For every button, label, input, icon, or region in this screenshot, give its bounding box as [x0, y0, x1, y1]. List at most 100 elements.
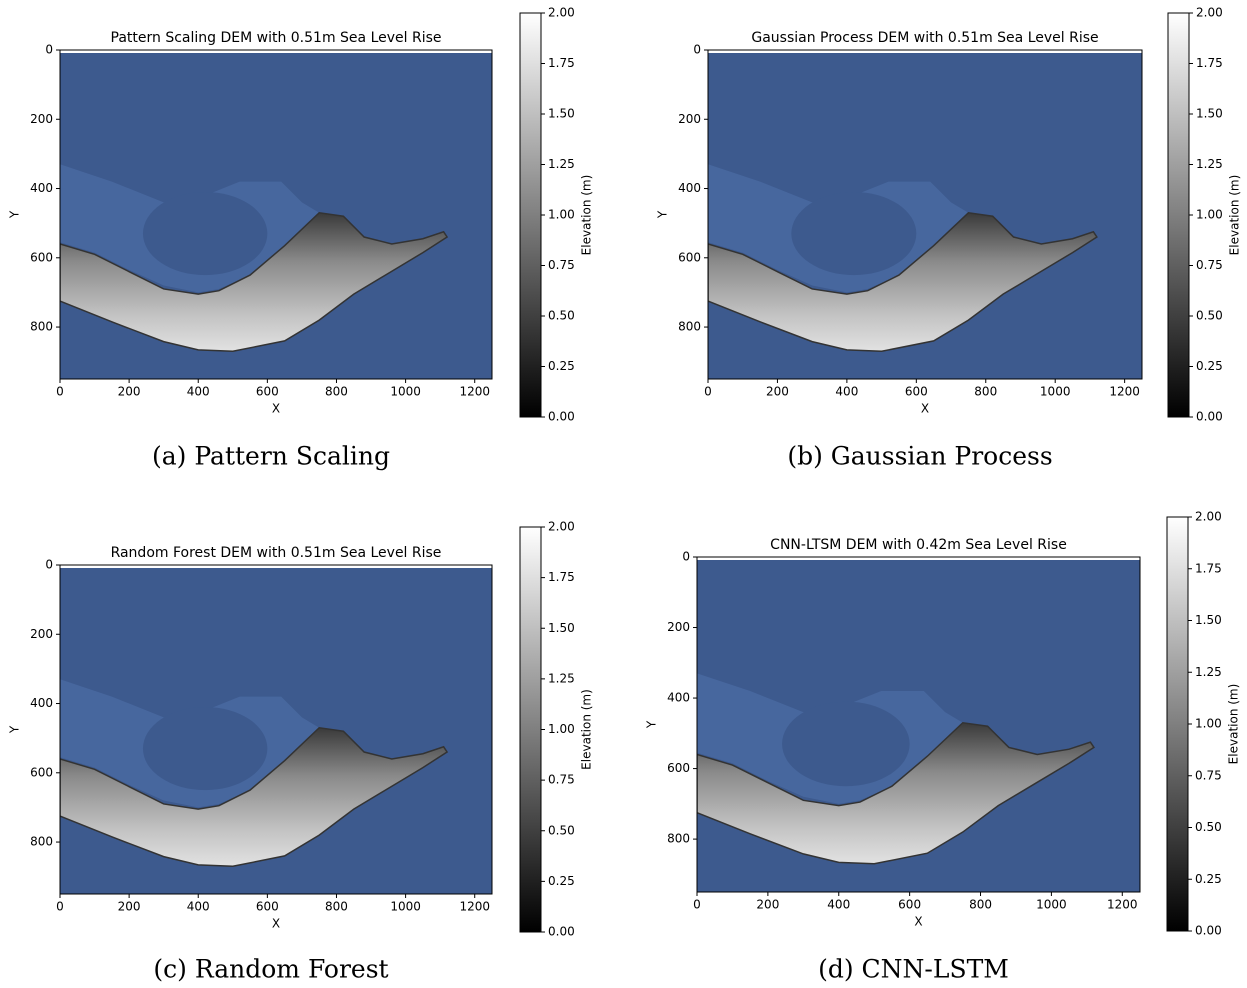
- colorbar-tick-label: 0.50: [1196, 309, 1223, 323]
- x-tick-label: 1200: [1107, 898, 1138, 912]
- y-tick-label: 400: [30, 181, 53, 195]
- colorbar-tick-label: 1.25: [1195, 665, 1222, 679]
- y-tick-label: 600: [667, 761, 690, 775]
- x-tick-label: 1200: [1109, 385, 1140, 399]
- dem-image: [60, 565, 492, 894]
- lagoon: [782, 702, 910, 787]
- x-tick-label: 800: [969, 898, 992, 912]
- colorbar-tick-label: 1.75: [548, 56, 575, 70]
- x-tick-label: 200: [118, 385, 141, 399]
- figure: 0200400600800100012000200400600800Patter…: [0, 0, 1247, 988]
- colorbar-tick-label: 0.00: [548, 925, 575, 939]
- x-axis-label: X: [272, 917, 280, 931]
- chart-title: Random Forest DEM with 0.51m Sea Level R…: [111, 545, 442, 561]
- x-tick-label: 600: [898, 898, 921, 912]
- colorbar-tick-label: 1.75: [1196, 56, 1223, 70]
- y-tick-label: 400: [667, 691, 690, 705]
- colorbar-tick-label: 1.25: [548, 671, 575, 685]
- colorbar-tick-label: 0.75: [548, 258, 575, 272]
- x-tick-label: 0: [56, 385, 64, 399]
- colorbar-label: Elevation (m): [1227, 684, 1241, 765]
- y-tick-label: 400: [678, 181, 701, 195]
- colorbar: [1167, 517, 1188, 931]
- y-axis-label: Y: [8, 210, 22, 219]
- page: {"chart_data": [ {"type": "image", "titl…: [0, 0, 1247, 988]
- colorbar-tick-label: 0.25: [1195, 872, 1222, 886]
- y-tick-label: 600: [678, 250, 701, 264]
- colorbar-label: Elevation (m): [580, 689, 594, 770]
- colorbar-tick-label: 0.25: [1196, 359, 1223, 373]
- colorbar: [520, 527, 541, 932]
- x-tick-label: 1000: [1036, 898, 1067, 912]
- x-tick-label: 0: [56, 900, 64, 914]
- colorbar-label: Elevation (m): [580, 175, 594, 256]
- x-axis-label: X: [914, 915, 922, 929]
- x-tick-label: 600: [256, 900, 279, 914]
- lagoon: [791, 192, 916, 275]
- colorbar-tick-label: 1.00: [548, 208, 575, 222]
- y-tick-label: 0: [45, 43, 53, 57]
- x-axis-label: X: [272, 402, 280, 416]
- x-tick-label: 0: [704, 385, 712, 399]
- x-tick-label: 1200: [459, 385, 490, 399]
- x-tick-label: 200: [118, 900, 141, 914]
- colorbar-tick-label: 1.00: [1196, 208, 1223, 222]
- colorbar-tick-label: 1.00: [1195, 717, 1222, 731]
- y-tick-label: 800: [667, 832, 690, 846]
- colorbar-tick-label: 1.25: [1196, 157, 1223, 171]
- x-axis-label: X: [921, 402, 929, 416]
- x-tick-label: 1000: [390, 900, 421, 914]
- x-tick-label: 200: [756, 898, 779, 912]
- subplot: 0 200 400 600 800 1000 1200 0 200 400 600 800 Gaussi…: [656, 6, 1242, 471]
- colorbar: [520, 13, 541, 417]
- colorbar-tick-label: 1.25: [548, 157, 575, 171]
- y-tick-label: 200: [678, 112, 701, 126]
- x-tick-label: 200: [766, 385, 789, 399]
- y-tick-label: 400: [30, 696, 53, 710]
- dem-image: [60, 50, 492, 379]
- colorbar-tick-label: 1.50: [548, 107, 575, 121]
- x-tick-label: 1000: [1040, 385, 1071, 399]
- lagoon: [143, 192, 267, 275]
- colorbar-tick-label: 0.75: [1196, 258, 1223, 272]
- colorbar-tick-label: 0.50: [548, 309, 575, 323]
- y-tick-label: 200: [667, 620, 690, 634]
- x-tick-label: 600: [905, 385, 928, 399]
- caption: (b) Gaussian Process: [787, 442, 1052, 471]
- colorbar-tick-label: 1.50: [1196, 107, 1223, 121]
- colorbar-tick-label: 1.75: [548, 570, 575, 584]
- colorbar-tick-label: 2.00: [548, 520, 575, 534]
- colorbar-tick-label: 1.50: [1195, 613, 1222, 627]
- colorbar-tick-label: 1.75: [1195, 561, 1222, 575]
- y-axis-label: Y: [656, 210, 670, 219]
- chart-title: CNN-LTSM DEM with 0.42m Sea Level Rise: [770, 537, 1067, 553]
- x-tick-label: 1000: [390, 385, 421, 399]
- colorbar-tick-label: 0.00: [548, 410, 575, 424]
- y-tick-label: 200: [30, 627, 53, 641]
- dem-image: [697, 557, 1140, 892]
- y-tick-label: 800: [678, 320, 701, 334]
- x-tick-label: 400: [187, 900, 210, 914]
- y-tick-label: 200: [30, 112, 53, 126]
- colorbar-label: Elevation (m): [1228, 175, 1242, 256]
- colorbar-tick-label: 0.25: [548, 359, 575, 373]
- colorbar-tick-label: 0.00: [1196, 410, 1223, 424]
- colorbar-tick-label: 1.50: [548, 621, 575, 635]
- chart-title: Gaussian Process DEM with 0.51m Sea Leve…: [751, 30, 1098, 46]
- colorbar-tick-label: 2.00: [1195, 510, 1222, 524]
- x-tick-label: 400: [187, 385, 210, 399]
- dem-image: [708, 50, 1142, 379]
- y-tick-label: 0: [45, 558, 53, 572]
- lagoon: [143, 707, 267, 790]
- x-tick-label: 400: [835, 385, 858, 399]
- colorbar-tick-label: 0.75: [548, 773, 575, 787]
- colorbar-tick-label: 2.00: [548, 6, 575, 20]
- y-tick-label: 0: [693, 43, 701, 57]
- y-tick-label: 800: [30, 320, 53, 334]
- x-tick-label: 0: [693, 898, 701, 912]
- colorbar-tick-label: 0.50: [1195, 820, 1222, 834]
- x-tick-label: 800: [974, 385, 997, 399]
